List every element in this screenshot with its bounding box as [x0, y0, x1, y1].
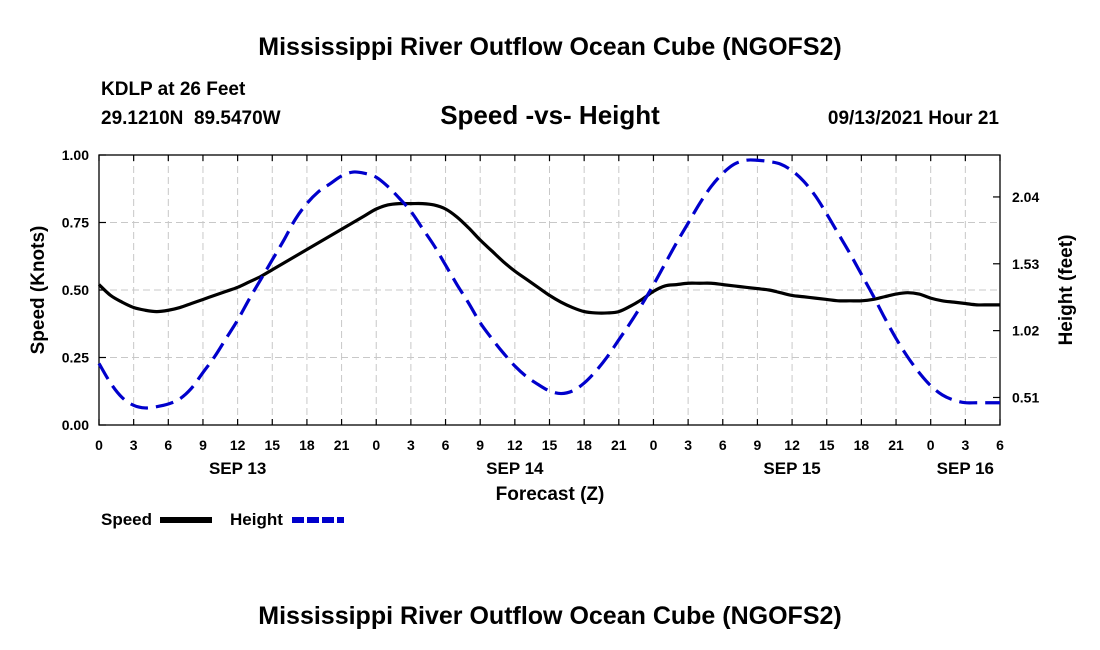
legend-label-speed: Speed — [101, 510, 152, 529]
y-right-tick-label: 0.51 — [1012, 389, 1039, 405]
x-date-label: SEP 16 — [937, 459, 994, 478]
x-tick-label: 0 — [650, 437, 658, 453]
x-tick-label: 0 — [95, 437, 103, 453]
legend: Speed Height — [101, 510, 344, 529]
top-title: Mississippi River Outflow Ocean Cube (NG… — [258, 33, 841, 61]
x-tick-label: 9 — [476, 437, 484, 453]
x-tick-label: 3 — [961, 437, 969, 453]
x-tick-label: 12 — [507, 437, 523, 453]
x-tick-label: 9 — [754, 437, 762, 453]
x-tick-label: 18 — [576, 437, 592, 453]
x-tick-label: 15 — [542, 437, 558, 453]
x-tick-label: 0 — [372, 437, 380, 453]
x-tick-label: 21 — [888, 437, 904, 453]
y-axis-label-right: Height (feet) — [1056, 235, 1077, 346]
x-tick-label: 6 — [719, 437, 727, 453]
x-date-label: SEP 13 — [209, 459, 266, 478]
x-tick-label: 0 — [927, 437, 935, 453]
x-tick-label: 15 — [264, 437, 280, 453]
x-tick-label: 9 — [199, 437, 207, 453]
station-name: KDLP at 26 Feet — [101, 79, 246, 100]
series-line-height — [97, 158, 1000, 410]
y-left-tick-label: 1.00 — [62, 147, 89, 163]
x-tick-label: 3 — [130, 437, 138, 453]
series-lines — [97, 158, 1000, 410]
y-left-tick-label: 0.75 — [62, 215, 89, 231]
x-tick-label: 3 — [407, 437, 415, 453]
x-date-label: SEP 14 — [486, 459, 544, 478]
station-coords: 29.1210N 89.5470W — [101, 108, 281, 129]
y-left-tick-label: 0.50 — [62, 282, 89, 298]
x-tick-label: 6 — [996, 437, 1004, 453]
y-axis-label-left: Speed (Knots) — [28, 226, 49, 355]
x-tick-label: 6 — [442, 437, 450, 453]
y-left-tick-label: 0.00 — [62, 417, 89, 433]
x-axis-label: Forecast (Z) — [496, 484, 605, 505]
forecast-datetime: 09/13/2021 Hour 21 — [828, 108, 1000, 129]
x-tick-label: 6 — [164, 437, 172, 453]
chart-title: Speed -vs- Height — [440, 100, 660, 130]
x-tick-label: 12 — [784, 437, 800, 453]
axis-ticks: 0 3 6 9 12 15 18 21 0 3 6 9 12 15 18 21 0 3 6 9 12 15 18 21 0 3 6S… — [62, 147, 1040, 478]
x-tick-label: 3 — [684, 437, 692, 453]
x-tick-label: 21 — [611, 437, 627, 453]
legend-label-height: Height — [230, 510, 283, 529]
y-right-tick-label: 2.04 — [1012, 189, 1039, 205]
y-right-tick-label: 1.02 — [1012, 323, 1039, 339]
bottom-title: Mississippi River Outflow Ocean Cube (NG… — [258, 602, 841, 630]
y-left-tick-label: 0.25 — [62, 350, 89, 366]
grid — [99, 155, 1000, 425]
x-tick-label: 21 — [334, 437, 350, 453]
x-tick-label: 15 — [819, 437, 835, 453]
series-line-speed — [97, 201, 1000, 315]
x-tick-label: 12 — [230, 437, 246, 453]
x-date-label: SEP 15 — [763, 459, 820, 478]
x-tick-label: 18 — [854, 437, 870, 453]
x-tick-label: 18 — [299, 437, 315, 453]
y-right-tick-label: 1.53 — [1012, 256, 1039, 272]
